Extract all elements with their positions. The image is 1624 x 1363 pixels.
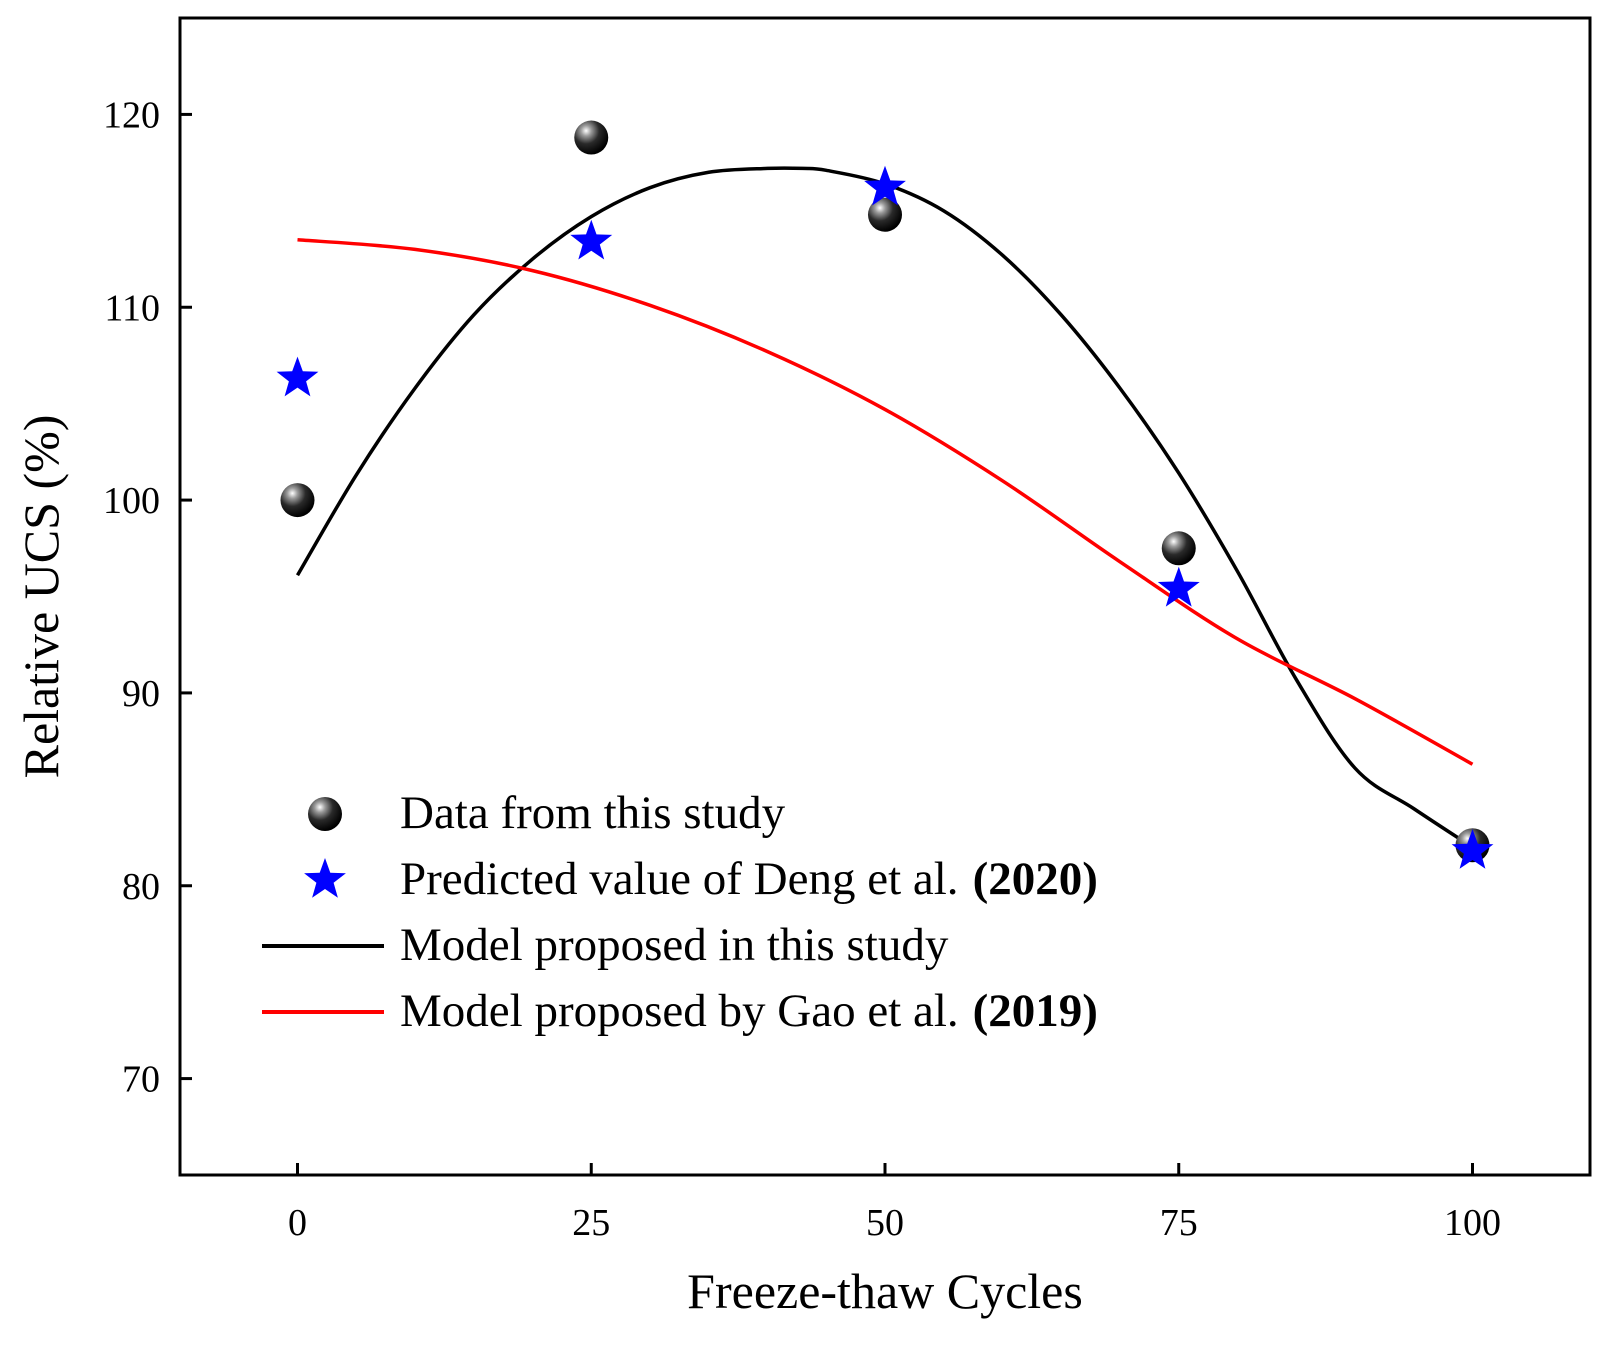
series-line-2 [295,166,1474,849]
data-point-sphere [574,120,609,155]
legend-label-text: Predicted value of Deng et al. [400,853,959,905]
data-point-sphere [1161,531,1196,566]
legend-label-year: (2019) [973,985,1098,1037]
legend-label-year: (2020) [973,853,1098,905]
legend-label-text: Data from this study [400,787,786,839]
x-tick-label: 25 [572,1202,610,1244]
y-axis-title: Relative UCS (%) [13,415,69,779]
data-point-star [1451,829,1494,869]
data-point-sphere [868,197,902,232]
y-tick-label: 80 [122,866,160,908]
y-tick-label: 90 [122,673,160,715]
y-tick-label: 120 [103,94,160,136]
x-tick-label: 100 [1444,1202,1501,1244]
legend-label: Data from this study [400,787,786,839]
y-tick-label: 100 [103,480,160,522]
data-point-star [1157,566,1200,607]
x-tick-label: 0 [288,1202,307,1244]
x-tick-label: 75 [1160,1202,1198,1244]
y-tick-label: 110 [104,287,160,329]
legend-swatch-star [304,858,346,898]
legend-label: Predicted value of Deng et al. (2020) [400,853,1098,905]
x-axis-title: Freeze-thaw Cycles [687,1263,1083,1319]
legend-label: Model proposed in this study [400,919,949,971]
x-tick-label: 50 [866,1202,904,1244]
data-point-star [570,219,613,260]
y-tick-label: 70 [122,1059,160,1101]
legend-label: Model proposed by Gao et al. (2019) [400,985,1098,1037]
data-point-star [276,356,319,397]
legend-label-text: Model proposed by Gao et al. [400,985,959,1037]
legend-swatch-sphere [308,797,342,831]
legend-label-text: Model proposed in this study [400,919,949,971]
series-line-3 [297,238,1474,766]
data-point-star [864,165,906,206]
data-point-sphere [280,483,315,518]
